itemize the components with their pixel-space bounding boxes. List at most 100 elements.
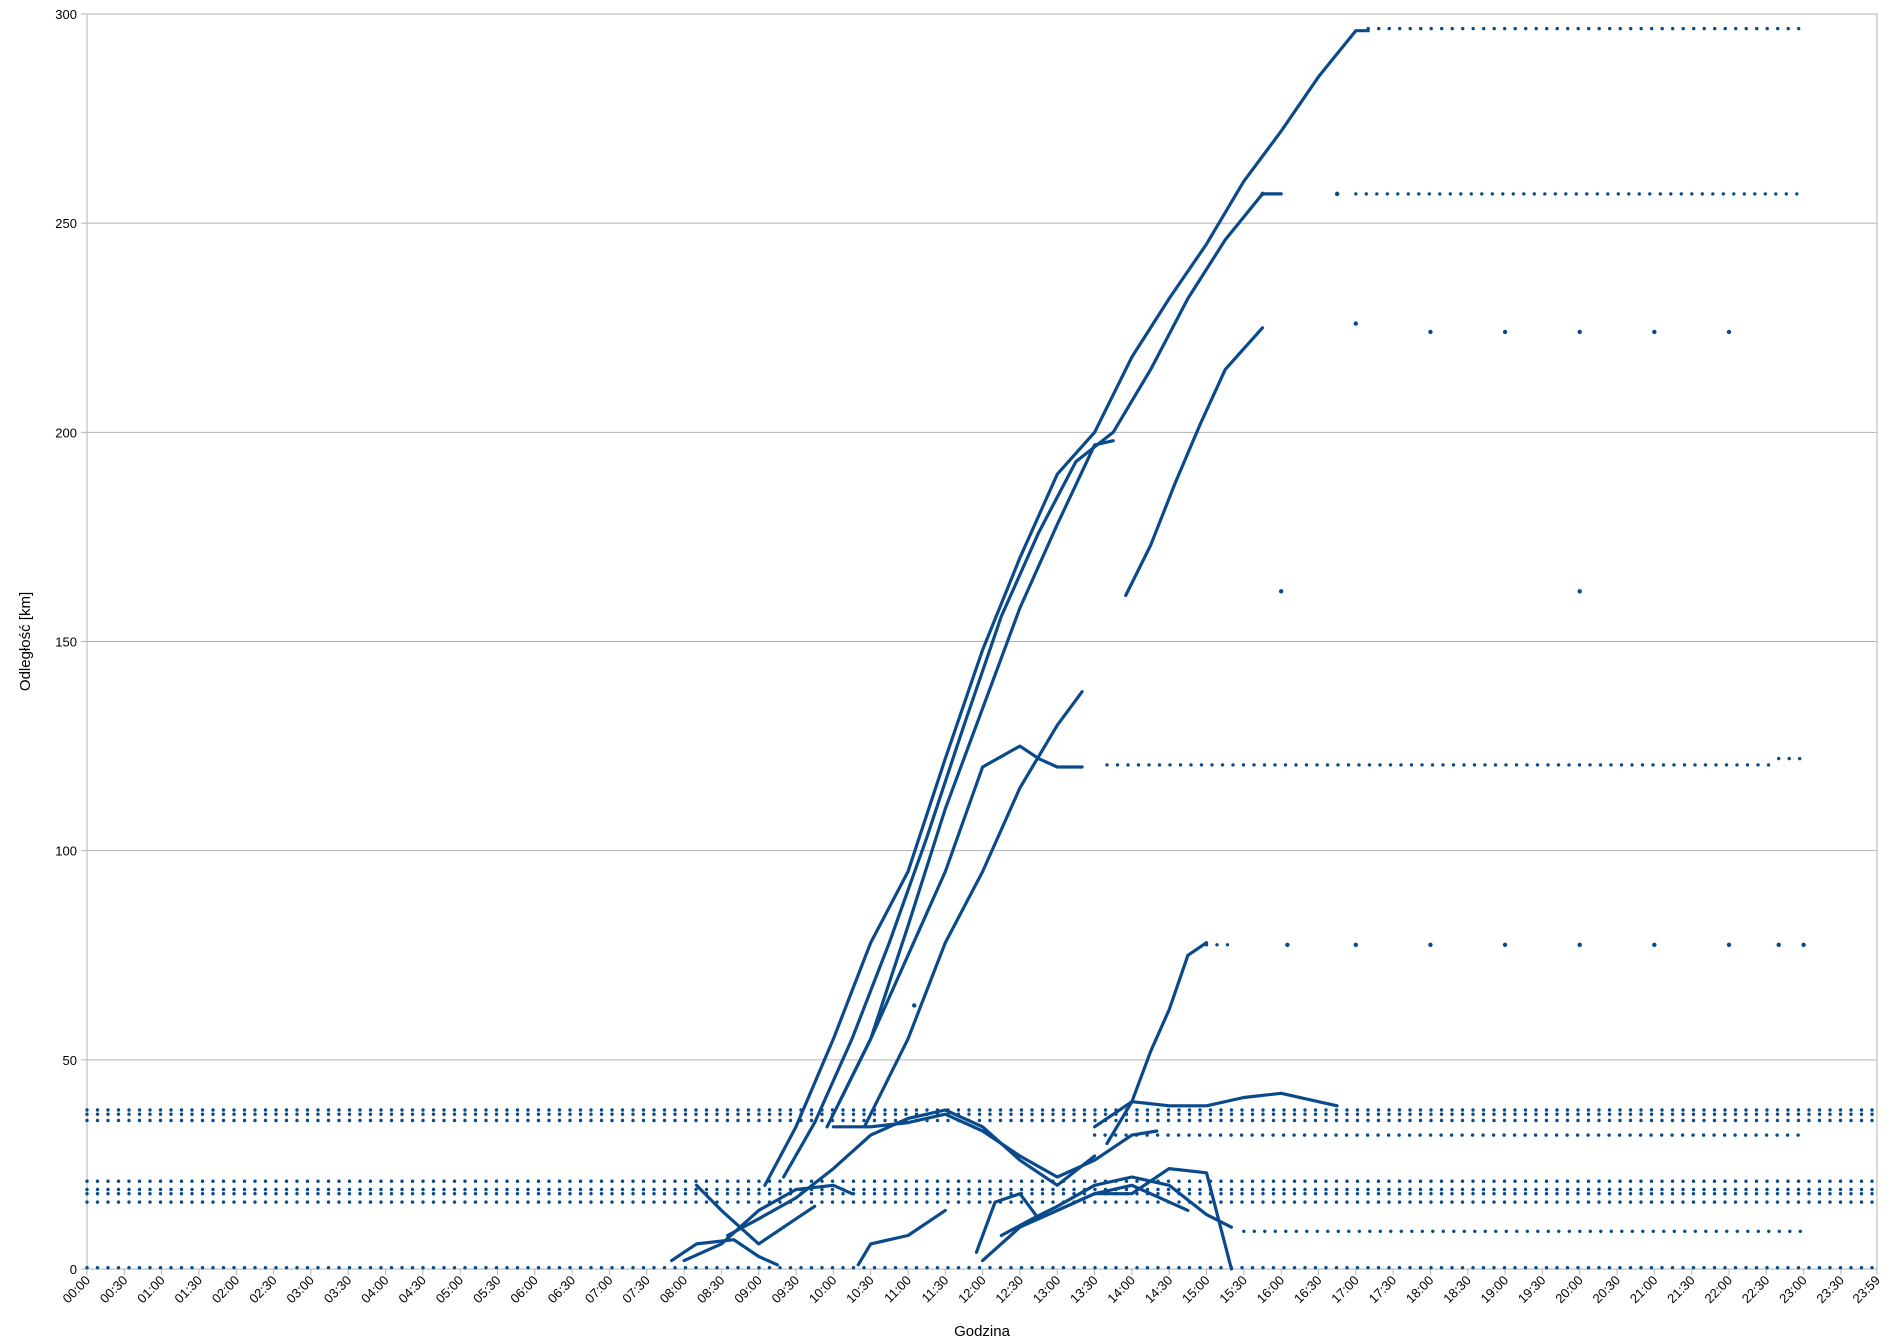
data-point bbox=[1597, 1108, 1601, 1112]
data-point bbox=[1585, 192, 1589, 196]
data-point bbox=[1859, 1266, 1864, 1270]
data-point bbox=[1534, 1118, 1538, 1123]
data-point bbox=[778, 1266, 782, 1270]
data-point bbox=[1408, 1266, 1412, 1270]
data-point bbox=[1501, 192, 1505, 196]
data-point bbox=[1124, 1179, 1129, 1183]
x-tick-label: 00:30 bbox=[97, 1273, 131, 1307]
data-point bbox=[137, 1108, 142, 1112]
data-point bbox=[1397, 1200, 1402, 1204]
data-point bbox=[337, 1187, 341, 1192]
data-point bbox=[1565, 1187, 1570, 1192]
data-point bbox=[1544, 1118, 1549, 1123]
data-point bbox=[1786, 1179, 1790, 1183]
data-point bbox=[578, 1192, 583, 1196]
data-point bbox=[337, 1112, 341, 1116]
data-point bbox=[1283, 763, 1288, 767]
data-point bbox=[1681, 26, 1685, 31]
data-point bbox=[1597, 26, 1601, 31]
data-point bbox=[1838, 1200, 1843, 1204]
data-point bbox=[1009, 1112, 1013, 1116]
data-point bbox=[799, 1200, 803, 1204]
data-point bbox=[1450, 26, 1454, 31]
data-point bbox=[977, 1200, 982, 1204]
data-point bbox=[1786, 1118, 1790, 1123]
data-point bbox=[463, 1187, 467, 1192]
data-point bbox=[526, 1187, 530, 1192]
data-point bbox=[1609, 1229, 1614, 1234]
data-point bbox=[1660, 1187, 1664, 1192]
data-point bbox=[1682, 763, 1687, 767]
data-point bbox=[1051, 1187, 1055, 1192]
data-point bbox=[1576, 1108, 1580, 1112]
data-point bbox=[1355, 1118, 1360, 1123]
data-point bbox=[1534, 1108, 1538, 1112]
data-point bbox=[1544, 1187, 1549, 1192]
data-point bbox=[1009, 1108, 1013, 1112]
data-point bbox=[568, 1187, 572, 1192]
x-tick-label: 10:30 bbox=[843, 1273, 877, 1307]
data-point bbox=[778, 1192, 782, 1196]
data-point bbox=[421, 1118, 425, 1123]
data-point bbox=[137, 1118, 142, 1123]
data-point bbox=[988, 1200, 992, 1204]
data-point bbox=[1040, 1179, 1045, 1183]
data-point bbox=[95, 1179, 100, 1183]
data-point bbox=[1439, 1187, 1444, 1192]
data-point bbox=[1565, 1133, 1569, 1137]
y-tick-label: 150 bbox=[55, 635, 77, 650]
data-point bbox=[946, 1118, 950, 1123]
data-point bbox=[1797, 26, 1801, 31]
data-point bbox=[1870, 1266, 1874, 1270]
data-point bbox=[1408, 26, 1412, 31]
data-point bbox=[1156, 1108, 1160, 1112]
data-point bbox=[1607, 1133, 1611, 1137]
data-point bbox=[694, 1187, 698, 1192]
data-point bbox=[904, 1192, 908, 1196]
data-point bbox=[410, 1200, 415, 1204]
data-point bbox=[1743, 1133, 1748, 1137]
data-point bbox=[1061, 1108, 1066, 1112]
data-point bbox=[1439, 1112, 1444, 1116]
x-tick-label: 05:00 bbox=[433, 1273, 467, 1307]
data-point bbox=[1450, 1118, 1454, 1123]
data-point bbox=[526, 1266, 530, 1270]
data-point bbox=[1807, 1108, 1811, 1112]
data-point bbox=[1670, 1179, 1675, 1183]
x-tick-label: 06:00 bbox=[507, 1273, 541, 1307]
data-point bbox=[1114, 1200, 1118, 1204]
data-point bbox=[578, 1179, 583, 1183]
data-point bbox=[1828, 1118, 1832, 1123]
data-point bbox=[106, 1200, 110, 1204]
data-point bbox=[127, 1112, 131, 1116]
data-point bbox=[484, 1179, 488, 1183]
data-point bbox=[1019, 1118, 1024, 1123]
dotted-series-group bbox=[85, 26, 1874, 1270]
data-point bbox=[1418, 1179, 1423, 1183]
data-point bbox=[337, 1200, 341, 1204]
data-point bbox=[1525, 1229, 1530, 1234]
data-point bbox=[1105, 763, 1109, 767]
data-point bbox=[641, 1187, 646, 1192]
data-point bbox=[1575, 1133, 1580, 1137]
data-point bbox=[232, 1200, 236, 1204]
data-point bbox=[1313, 1133, 1317, 1137]
data-point bbox=[1177, 1179, 1181, 1183]
data-point bbox=[1147, 763, 1151, 767]
data-point bbox=[1786, 1192, 1790, 1196]
series-line bbox=[999, 1175, 1234, 1238]
data-point bbox=[1378, 1229, 1383, 1234]
data-point bbox=[484, 1192, 488, 1196]
data-point bbox=[1492, 1266, 1496, 1270]
data-point bbox=[1859, 1187, 1864, 1192]
data-point bbox=[1849, 1118, 1853, 1123]
data-point bbox=[589, 1192, 593, 1196]
data-point bbox=[1040, 1108, 1045, 1112]
x-tick-label: 17:30 bbox=[1366, 1273, 1400, 1307]
data-point bbox=[547, 1179, 551, 1183]
data-point bbox=[1649, 1112, 1654, 1116]
data-point bbox=[200, 1266, 205, 1270]
data-point bbox=[1313, 1179, 1318, 1183]
data-point bbox=[925, 1266, 929, 1270]
data-point bbox=[641, 1108, 646, 1112]
